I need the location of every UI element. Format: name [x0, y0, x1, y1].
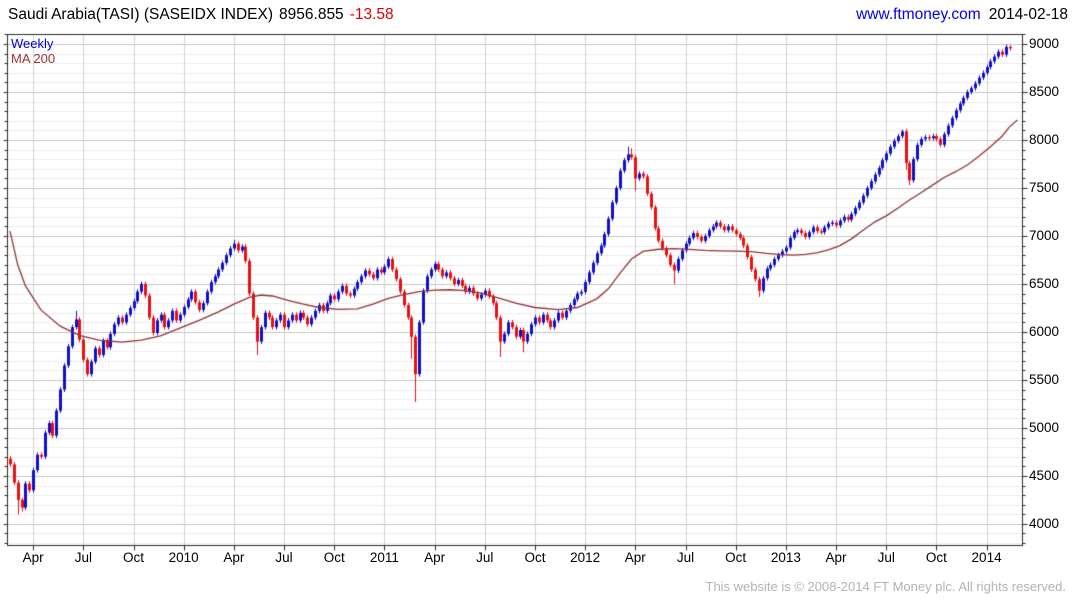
x-axis-label: Apr [424, 550, 446, 565]
ma-200-label: MA 200 [11, 51, 56, 66]
x-axis-label: Oct [524, 550, 546, 565]
x-axis-label: Jul [74, 550, 92, 565]
y-axis-label: 7000 [1029, 228, 1060, 243]
x-axis-label: Apr [624, 550, 646, 565]
chart-date: 2014-02-18 [988, 6, 1068, 23]
y-axis-label: 4000 [1029, 515, 1060, 531]
x-axis-label: Oct [925, 550, 947, 565]
x-axis-label: Apr [825, 550, 847, 565]
x-axis-label: Jul [275, 550, 293, 565]
x-axis-label: Apr [22, 550, 44, 565]
x-axis-label: Jul [877, 550, 895, 565]
x-axis-label: Oct [123, 550, 145, 565]
y-axis-label: 5000 [1029, 419, 1060, 435]
x-axis-label: 2010 [168, 550, 199, 565]
x-axis-label: Jul [676, 550, 695, 565]
y-axis-label: 7500 [1029, 180, 1060, 196]
y-axis-label: 8500 [1029, 84, 1060, 100]
y-axis-label: 6500 [1029, 275, 1060, 291]
ftmoney-link[interactable]: www.ftmoney.com [856, 6, 981, 23]
price-change: -13.58 [349, 6, 394, 23]
y-axis-label: 8000 [1029, 132, 1060, 148]
y-axis-label: 6000 [1029, 323, 1060, 339]
x-axis-label: Jul [476, 550, 494, 565]
x-axis-label: 2014 [971, 550, 1002, 565]
y-axis-label: 5500 [1029, 371, 1060, 387]
y-axis-label: 4500 [1029, 467, 1060, 483]
x-axis-label: 2013 [770, 550, 801, 565]
x-axis-label: Oct [323, 550, 345, 565]
y-axis-label: 9000 [1029, 36, 1060, 52]
x-axis-label: 2011 [369, 550, 399, 565]
site-header: www.ftmoney.com 2014-02-18 [856, 6, 1068, 24]
x-axis-label: Oct [725, 550, 747, 565]
instrument-title: Saudi Arabia(TASI) (SASEIDX INDEX) [8, 6, 274, 23]
instrument-header: Saudi Arabia(TASI) (SASEIDX INDEX) 8956.8… [8, 6, 394, 24]
copyright-text: This website is © 2008-2014 FT Money plc… [705, 579, 1067, 594]
last-price: 8956.855 [279, 6, 344, 23]
header-bar: Saudi Arabia(TASI) (SASEIDX INDEX) 8956.8… [0, 0, 1075, 30]
x-axis-label: Apr [223, 550, 245, 565]
timeframe-label: Weekly [11, 36, 54, 51]
x-axis-label: 2012 [570, 550, 601, 565]
